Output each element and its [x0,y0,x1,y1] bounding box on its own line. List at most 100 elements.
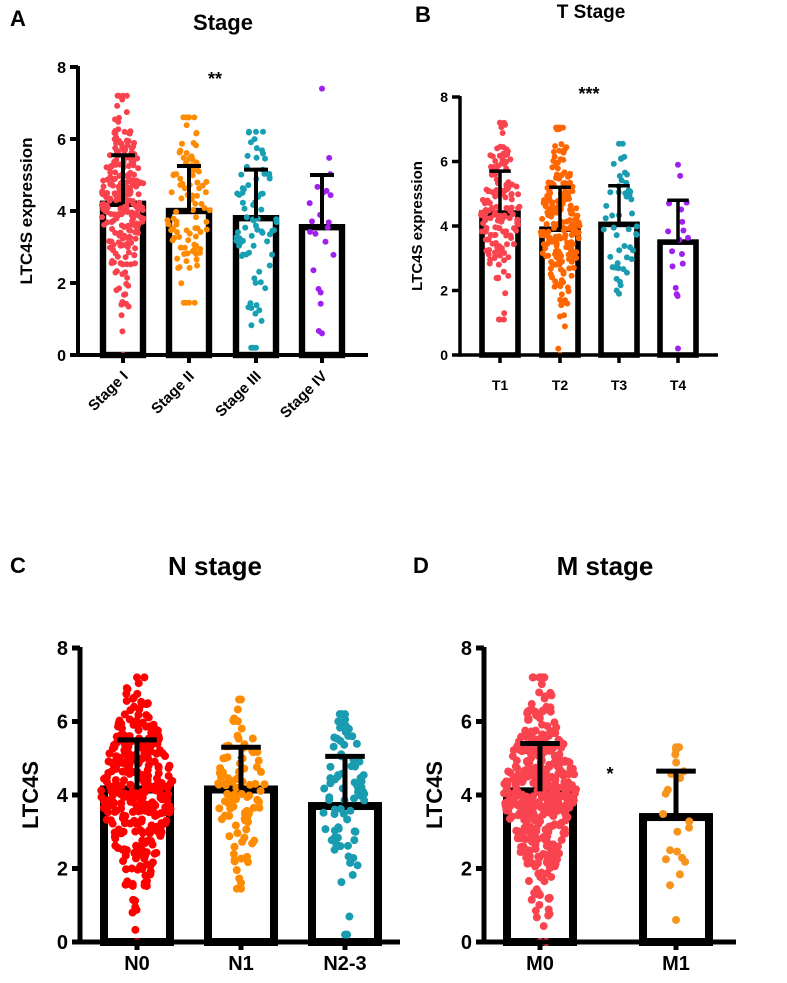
data-point [173,221,180,228]
data-point [215,768,224,777]
data-point [546,688,555,697]
data-point [554,759,563,768]
data-point [139,218,146,225]
data-point [259,128,266,135]
data-point [350,794,359,803]
data-point [141,806,150,815]
data-point [176,234,183,241]
data-point [616,278,623,285]
data-point [321,825,330,834]
data-point [492,231,499,238]
data-point [616,247,623,254]
data-point [130,849,139,858]
data-point [497,252,504,259]
data-point [528,859,537,868]
data-point [120,146,127,153]
data-point [257,279,264,286]
data-point [568,272,575,279]
data-point [253,145,260,152]
data-point [114,102,121,109]
data-point [609,212,616,219]
data-point [176,149,183,156]
data-point [551,782,560,791]
data-point [256,767,265,776]
data-point [203,218,210,225]
data-point [132,905,141,914]
data-point [100,200,107,207]
chart-title: N stage [168,551,262,581]
data-point [266,170,273,177]
data-point [225,811,234,820]
data-point [114,191,121,198]
y-tick-label: 8 [440,89,448,105]
data-point [195,168,202,175]
data-point [181,244,188,251]
data-point [491,164,498,171]
data-point [232,884,241,893]
data-point [154,762,163,771]
x-tick-label: N1 [228,953,254,975]
data-point [618,155,625,162]
data-point [250,242,257,249]
data-point [132,229,139,236]
data-point [183,150,190,157]
data-point [185,237,192,244]
data-point [118,301,125,308]
data-point [568,258,575,265]
data-point [532,827,541,836]
data-point [183,258,190,265]
data-point [164,771,173,780]
data-point [569,796,578,805]
x-tick-label: Stage IV [277,368,331,422]
data-point [623,171,630,178]
data-point [125,162,132,169]
data-point [633,231,640,238]
y-tick-label: 4 [57,204,66,221]
data-point [552,851,561,860]
data-point [513,183,520,190]
significance-marker: ** [208,69,222,89]
data-point [156,809,165,818]
y-tick-label: 6 [440,154,448,170]
data-point [508,196,515,203]
data-point [125,138,132,145]
data-point [119,241,126,248]
data-point [118,222,125,229]
data-point [330,733,339,742]
data-point [262,155,269,162]
data-point [266,175,273,182]
data-point [119,857,128,866]
data-point [573,214,580,221]
data-point [144,761,153,770]
data-point [125,760,134,769]
data-point [256,786,265,795]
data-point [610,224,617,231]
data-point [527,754,536,763]
data-point [165,761,174,770]
data-point [115,148,122,155]
data-point [146,861,155,870]
data-point [125,715,134,724]
data-point [561,323,568,330]
data-point [248,734,257,743]
data-point [607,253,614,260]
data-point [169,237,176,244]
data-point [111,776,120,785]
data-point [194,262,201,269]
data-point [614,260,621,267]
data-point [115,753,124,762]
data-point [242,806,251,815]
data-point [233,705,242,714]
data-point [112,169,119,176]
data-point [330,826,339,835]
data-point [266,262,273,269]
data-point [230,857,239,866]
data-point [508,191,515,198]
data-point [501,310,508,317]
data-point [236,242,243,249]
data-point [494,224,501,231]
data-point [573,249,580,256]
data-point [134,679,143,688]
data-point [137,179,144,186]
